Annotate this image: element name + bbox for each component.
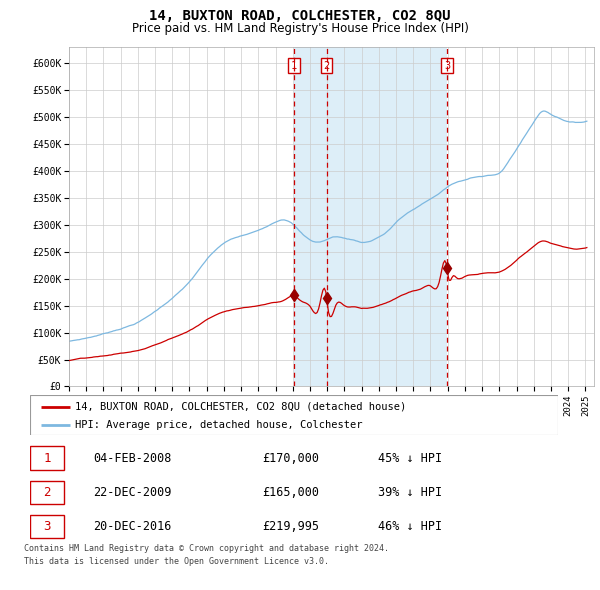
Text: £170,000: £170,000 bbox=[262, 451, 319, 464]
Text: 2: 2 bbox=[43, 486, 51, 499]
Bar bbox=[294, 47, 447, 386]
Text: HPI: Average price, detached house, Colchester: HPI: Average price, detached house, Colc… bbox=[75, 421, 362, 430]
Text: 39% ↓ HPI: 39% ↓ HPI bbox=[379, 486, 443, 499]
Bar bbox=[30, 481, 64, 504]
Text: Price paid vs. HM Land Registry's House Price Index (HPI): Price paid vs. HM Land Registry's House … bbox=[131, 22, 469, 35]
Bar bbox=[30, 515, 64, 538]
Text: 04-FEB-2008: 04-FEB-2008 bbox=[94, 451, 172, 464]
Text: £165,000: £165,000 bbox=[262, 486, 319, 499]
Bar bbox=[30, 447, 64, 470]
Text: 46% ↓ HPI: 46% ↓ HPI bbox=[379, 520, 443, 533]
Text: 1: 1 bbox=[291, 61, 297, 71]
Text: 3: 3 bbox=[43, 520, 51, 533]
Text: Contains HM Land Registry data © Crown copyright and database right 2024.: Contains HM Land Registry data © Crown c… bbox=[24, 544, 389, 553]
Text: This data is licensed under the Open Government Licence v3.0.: This data is licensed under the Open Gov… bbox=[24, 557, 329, 566]
Text: 14, BUXTON ROAD, COLCHESTER, CO2 8QU: 14, BUXTON ROAD, COLCHESTER, CO2 8QU bbox=[149, 9, 451, 24]
Text: £219,995: £219,995 bbox=[262, 520, 319, 533]
Text: 2: 2 bbox=[323, 61, 330, 71]
Text: 20-DEC-2016: 20-DEC-2016 bbox=[94, 520, 172, 533]
Text: 14, BUXTON ROAD, COLCHESTER, CO2 8QU (detached house): 14, BUXTON ROAD, COLCHESTER, CO2 8QU (de… bbox=[75, 402, 406, 412]
Text: 45% ↓ HPI: 45% ↓ HPI bbox=[379, 451, 443, 464]
Text: 1: 1 bbox=[43, 451, 51, 464]
Text: 3: 3 bbox=[444, 61, 450, 71]
Text: 22-DEC-2009: 22-DEC-2009 bbox=[94, 486, 172, 499]
